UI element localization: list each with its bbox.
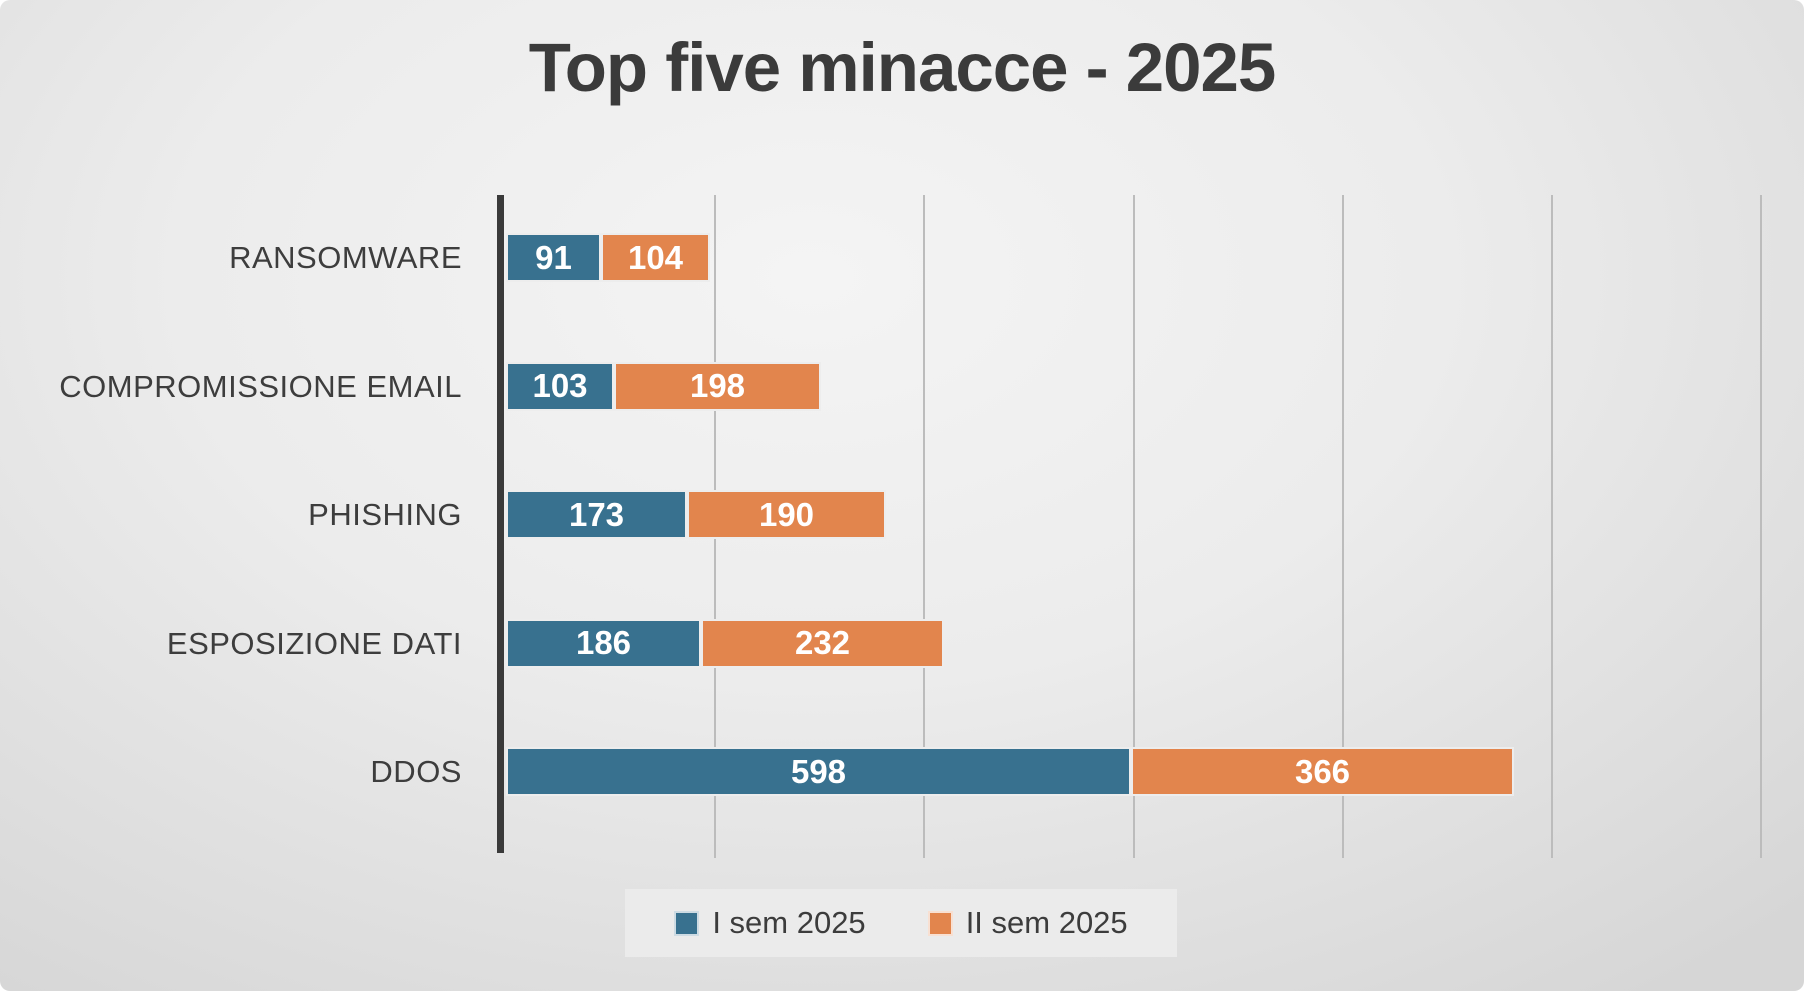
category-label: PHISHING [308,497,462,532]
category-label: COMPROMISSIONE EMAIL [59,368,462,404]
bar-value-label: 103 [532,367,588,404]
legend-swatch-icon [674,910,700,936]
bar-value-label: 198 [689,367,746,404]
bar-value-label: 104 [627,238,684,276]
bar-value-label: 91 [535,238,572,276]
y-axis-line [497,195,504,853]
bar-segment-series2: 190 [687,490,886,539]
bar-segment-series1: 91 [506,233,601,282]
bar-value-label: 232 [794,624,851,661]
bar-row: 598 366 [506,747,1514,796]
category-label: DDOS [370,754,462,789]
bar-segment-series1: 173 [506,490,687,539]
gridline-1000 [1550,195,1553,858]
bar-segment-series2: 198 [614,361,821,411]
category-label: ESPOSIZIONE DATI [166,625,462,661]
bar-segment-series2: 104 [601,233,710,282]
bar-row: 173 190 [506,490,886,539]
bar-row: 186 232 [506,618,944,668]
legend-label: II sem 2025 [965,905,1128,940]
legend-swatch-icon [927,910,953,936]
gridline-800 [1341,195,1344,858]
legend-label: I sem 2025 [712,905,866,940]
bar-row: 91 104 [506,233,710,282]
bar-segment-series2: 366 [1131,747,1514,796]
bar-value-label: 366 [1294,752,1351,790]
bar-value-label: 598 [790,752,847,790]
legend: I sem 2025 II sem 2025 [625,889,1177,957]
bar-segment-series2: 232 [701,618,944,668]
category-label: RANSOMWARE [229,240,462,275]
gridline-400 [923,195,926,858]
bar-segment-series1: 598 [506,747,1131,796]
gridline-1200 [1760,195,1762,858]
bar-row: 103 198 [506,361,821,411]
gridline-600 [1132,195,1135,858]
chart-title: Top five minacce - 2025 [528,29,1277,106]
bar-value-label: 173 [568,495,625,533]
bar-segment-series1: 103 [506,361,614,411]
legend-item-series1: I sem 2025 [674,905,866,941]
legend-item-series2: II sem 2025 [927,905,1128,941]
bar-value-label: 190 [758,495,815,533]
bar-segment-series1: 186 [506,618,701,668]
bar-value-label: 186 [575,624,632,661]
